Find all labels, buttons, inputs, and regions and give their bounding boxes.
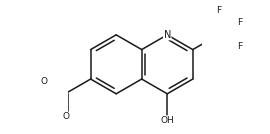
Text: O: O bbox=[41, 77, 48, 86]
Text: F: F bbox=[216, 6, 221, 15]
Text: OH: OH bbox=[160, 116, 174, 125]
Text: O: O bbox=[62, 112, 69, 121]
Text: F: F bbox=[237, 42, 242, 51]
Text: N: N bbox=[164, 30, 171, 40]
Text: F: F bbox=[237, 18, 242, 27]
